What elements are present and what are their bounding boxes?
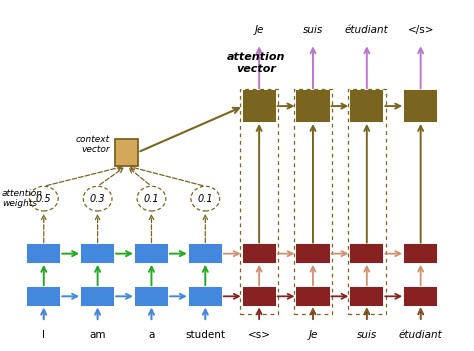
Text: suis: suis xyxy=(303,25,323,35)
Bar xyxy=(240,89,278,313)
Bar xyxy=(136,245,167,262)
Text: </s>: </s> xyxy=(408,25,434,35)
Text: étudiant: étudiant xyxy=(345,25,389,35)
Bar xyxy=(115,139,137,166)
Text: student: student xyxy=(185,330,225,340)
Bar xyxy=(351,91,383,121)
Bar xyxy=(405,245,436,262)
Text: Je: Je xyxy=(255,25,264,35)
Bar xyxy=(405,91,436,121)
Bar xyxy=(244,91,275,121)
Text: 0.1: 0.1 xyxy=(198,194,213,204)
Bar xyxy=(347,89,386,313)
Text: 0.5: 0.5 xyxy=(36,194,52,204)
Bar xyxy=(244,288,275,305)
Text: étudiant: étudiant xyxy=(399,330,443,340)
Text: attention
weights: attention weights xyxy=(2,189,43,208)
Bar xyxy=(28,245,59,262)
Bar xyxy=(351,245,383,262)
Bar xyxy=(82,245,113,262)
Bar xyxy=(190,288,221,305)
Bar xyxy=(297,245,328,262)
Text: I: I xyxy=(42,330,46,340)
Text: context
vector: context vector xyxy=(75,135,109,154)
Text: attention
vector: attention vector xyxy=(227,52,285,74)
Text: 0.1: 0.1 xyxy=(144,194,159,204)
Bar xyxy=(297,91,328,121)
Bar xyxy=(136,288,167,305)
Bar xyxy=(405,288,436,305)
Text: <s>: <s> xyxy=(247,330,271,340)
Text: am: am xyxy=(90,330,106,340)
Bar xyxy=(28,288,59,305)
Bar xyxy=(190,245,221,262)
Bar xyxy=(82,288,113,305)
Bar xyxy=(297,288,328,305)
Text: Je: Je xyxy=(308,330,318,340)
Text: a: a xyxy=(148,330,155,340)
Bar xyxy=(244,245,275,262)
Text: suis: suis xyxy=(357,330,377,340)
Bar xyxy=(294,89,332,313)
Bar xyxy=(351,288,383,305)
Text: 0.3: 0.3 xyxy=(90,194,105,204)
